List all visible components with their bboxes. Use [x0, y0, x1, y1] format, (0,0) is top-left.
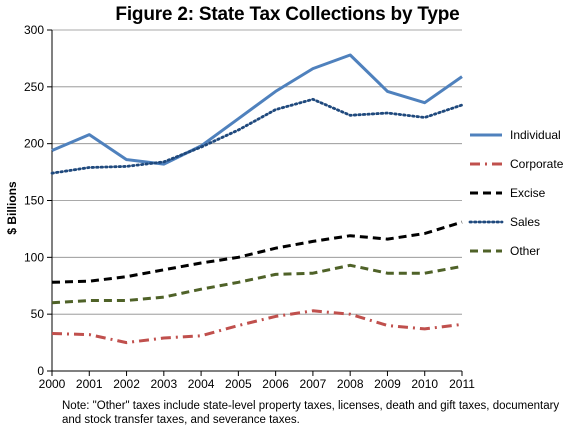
y-tick-label: 300 — [24, 23, 44, 37]
x-tick-label: 2000 — [39, 377, 66, 391]
x-tick-label: 2006 — [262, 377, 289, 391]
legend-label-other: Other — [510, 244, 540, 258]
y-tick-label: 100 — [24, 250, 44, 264]
x-tick-label: 2010 — [411, 377, 438, 391]
series-line-excise — [51, 220, 463, 284]
x-tick-label: 2004 — [188, 377, 215, 391]
series-line-corporate — [51, 309, 463, 345]
y-axis-ticks: 0 50 100 150 200 250 300 — [24, 23, 44, 378]
series-line-individual — [51, 53, 463, 166]
x-axis-ticks: 2000 2001 2002 2003 2004 2005 2006 2007 2008 2009… — [39, 377, 476, 391]
y-tick-label: 200 — [24, 137, 44, 151]
x-tick-label: 2011 — [449, 377, 475, 391]
x-tick-label: 2003 — [150, 377, 177, 391]
x-tick-label: 2002 — [113, 377, 140, 391]
y-tick-label: 50 — [31, 307, 45, 321]
chart-note: Note: "Other" taxes include state-level … — [62, 400, 560, 426]
legend-label-sales: Sales — [510, 215, 540, 229]
series-line-other — [51, 263, 463, 305]
y-tick-label: 150 — [24, 194, 44, 208]
axes — [47, 29, 463, 376]
legend-label-excise: Excise — [510, 186, 546, 200]
y-tick-label: 0 — [37, 364, 44, 378]
x-tick-label: 2009 — [374, 377, 401, 391]
chart-title: Figure 2: State Tax Collections by Type — [115, 4, 460, 25]
y-axis-label: $ Billions — [5, 181, 19, 235]
x-tick-label: 2005 — [225, 377, 252, 391]
legend-label-individual: Individual — [510, 128, 561, 142]
legend: Individual Corporate Excise Sales Other — [468, 128, 564, 258]
series-line-sales — [50, 97, 464, 175]
x-tick-label: 2008 — [337, 377, 364, 391]
y-tick-label: 250 — [24, 80, 44, 94]
x-tick-label: 2007 — [300, 377, 327, 391]
series-lines — [50, 53, 464, 345]
legend-label-corporate: Corporate — [510, 157, 564, 171]
x-tick-label: 2001 — [76, 377, 103, 391]
gridlines — [52, 29, 462, 372]
